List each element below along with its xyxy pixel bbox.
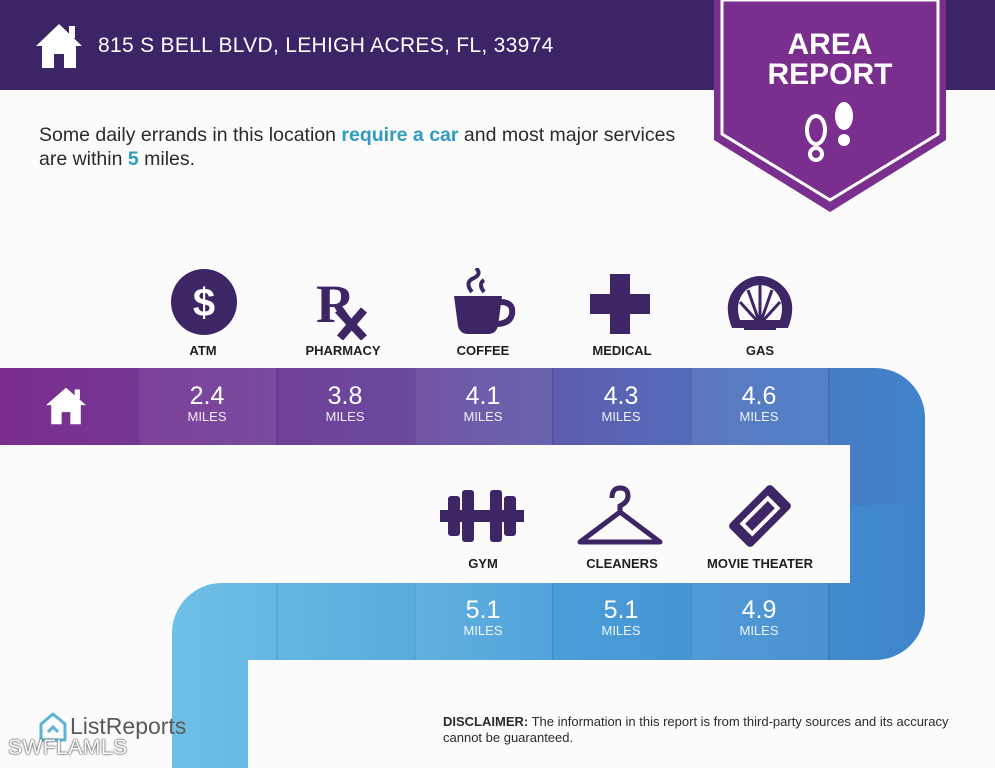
shell-icon <box>727 276 793 330</box>
gym-miles-value: 5.1 <box>465 596 501 624</box>
pharmacy-miles-unit: MILES <box>325 409 365 424</box>
gym-distance: 5.1 MILES <box>414 597 552 639</box>
medical-miles-value: 4.3 <box>603 382 639 410</box>
badge-line1: AREA <box>787 28 873 61</box>
pharmacy-label: PHARMACY <box>305 343 381 358</box>
coffee-miles-value: 4.1 <box>465 382 501 410</box>
svg-text:$: $ <box>193 281 215 325</box>
disclaimer-text: The information in this report is from t… <box>443 714 949 745</box>
disclaimer-label: DISCLAIMER: <box>443 714 529 729</box>
start-home-icon <box>46 387 86 425</box>
listreports-logo-icon <box>39 712 67 742</box>
cleaners-miles-value: 5.1 <box>603 596 639 624</box>
badge-title: AREA REPORT <box>714 30 946 90</box>
dollar-icon: $ <box>171 269 237 335</box>
intro-part2: and most major services are within <box>39 124 676 170</box>
medical-miles-unit: MILES <box>601 409 641 424</box>
coffee-icon <box>454 268 516 334</box>
gym-miles-unit: MILES <box>463 623 503 638</box>
gas-miles-value: 4.6 <box>741 382 777 410</box>
area-report-badge <box>714 0 946 212</box>
home-icon <box>36 24 82 68</box>
coffee-distance: 4.1 MILES <box>414 383 552 425</box>
dumbbell-icon <box>440 490 524 542</box>
badge-line2: REPORT <box>767 58 893 91</box>
gas-distance: 4.6 MILES <box>690 383 828 425</box>
cleaners-label: CLEANERS <box>586 556 658 571</box>
rx-icon: R <box>316 274 368 340</box>
atm-miles-unit: MILES <box>187 409 227 424</box>
address: 815 S BELL BLVD, LEHIGH ACRES, FL, 33974 <box>98 34 554 57</box>
gym-label: GYM <box>468 556 498 571</box>
mls-watermark: SWFLAMLS <box>8 736 128 759</box>
movie-theater-label: MOVIE THEATER <box>707 556 813 571</box>
ticket-icon <box>729 485 791 547</box>
movie-theater-miles-unit: MILES <box>739 623 779 638</box>
medical-label: MEDICAL <box>592 343 652 358</box>
coffee-miles-unit: MILES <box>463 409 503 424</box>
gas-miles-unit: MILES <box>739 409 779 424</box>
footprints-icon <box>805 102 853 162</box>
cleaners-miles-unit: MILES <box>601 623 641 638</box>
movie-theater-miles-value: 4.9 <box>741 596 777 624</box>
intro-text: Some daily errands in this location requ… <box>39 123 699 171</box>
gas-label: GAS <box>745 343 775 358</box>
medical-distance: 4.3 MILES <box>552 383 690 425</box>
atm-label: ATM <box>189 343 217 358</box>
disclaimer: DISCLAIMER: The information in this repo… <box>443 714 963 746</box>
coffee-label: COFFEE <box>456 343 510 358</box>
atm-distance: 2.4 MILES <box>138 383 276 425</box>
movie-theater-distance: 4.9 MILES <box>690 597 828 639</box>
intro-highlight-miles: 5 <box>127 148 139 170</box>
pharmacy-distance: 3.8 MILES <box>276 383 414 425</box>
cleaners-distance: 5.1 MILES <box>552 597 690 639</box>
intro-part1: Some daily errands in this location <box>39 124 342 146</box>
atm-miles-value: 2.4 <box>189 382 225 410</box>
pharmacy-miles-value: 3.8 <box>327 382 363 410</box>
listreports-logo-text: ListReports <box>70 713 187 739</box>
intro-part3: miles. <box>138 148 196 170</box>
medical-cross-icon <box>590 274 650 334</box>
intro-highlight-car: require a car <box>341 124 459 146</box>
hanger-icon <box>577 485 663 545</box>
